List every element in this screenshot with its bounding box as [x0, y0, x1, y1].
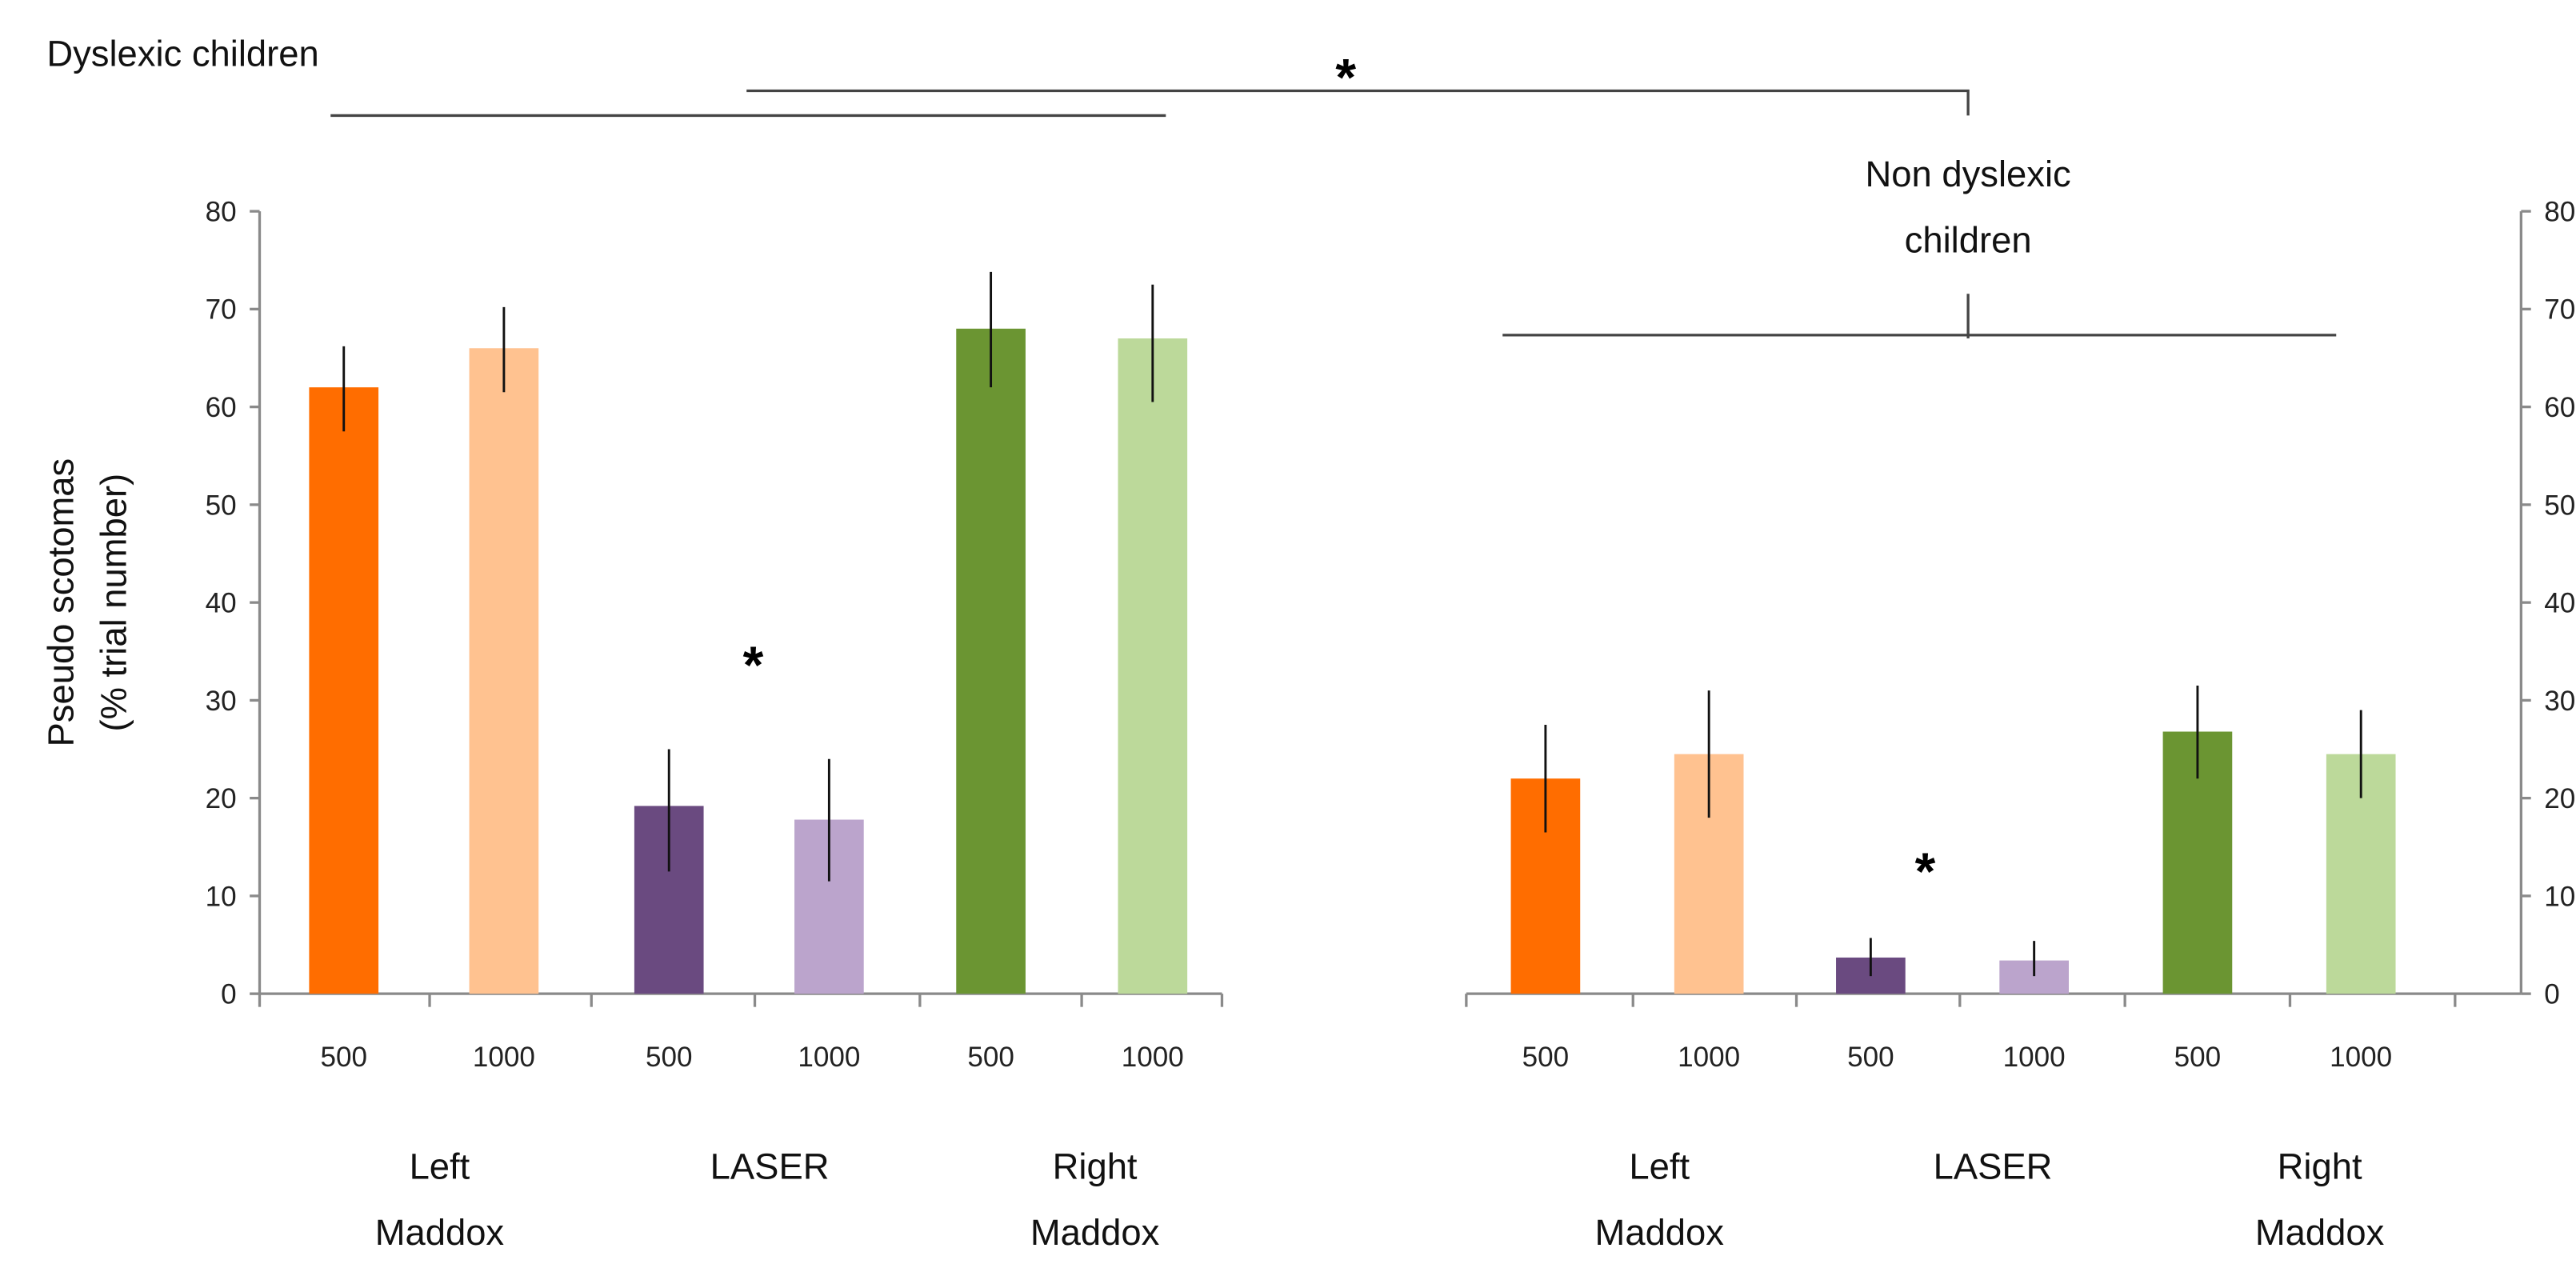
y-tick-label: 60 — [2544, 392, 2575, 423]
y-tick-label: 10 — [206, 881, 237, 912]
panel-title-non-dyslexic-line1: Non dyslexic — [1865, 154, 2070, 194]
y-axis-label-line1: Pseudo scotomas — [40, 458, 81, 747]
y-tick-label: 70 — [2544, 294, 2575, 326]
significance-marker: * — [743, 635, 764, 694]
y-tick-label: 0 — [221, 979, 237, 1010]
significance-between-groups: * — [1335, 48, 1356, 107]
y-tick-label: 60 — [206, 392, 237, 423]
y-tick-label: 10 — [2544, 881, 2575, 912]
bar — [956, 328, 1026, 994]
x-tick-label: 500 — [646, 1042, 693, 1073]
group-label: Maddox — [1595, 1212, 1725, 1253]
y-tick-label: 40 — [2544, 588, 2575, 619]
x-tick-label: 1000 — [1678, 1042, 1740, 1073]
x-tick-label: 500 — [320, 1042, 367, 1073]
group-label: Left — [1629, 1146, 1690, 1186]
bar — [1118, 338, 1188, 994]
y-tick-label: 20 — [2544, 783, 2575, 814]
group-label: Left — [410, 1146, 470, 1186]
x-tick-label: 1000 — [2330, 1042, 2392, 1073]
panel-title-non-dyslexic-line2: children — [1905, 220, 2032, 261]
group-label: Right — [2278, 1146, 2362, 1186]
y-tick-label: 80 — [2544, 196, 2575, 227]
x-tick-label: 1000 — [2003, 1042, 2066, 1073]
bar — [469, 348, 539, 994]
x-tick-label: 500 — [1847, 1042, 1894, 1073]
y-tick-label: 50 — [2544, 490, 2575, 521]
bracket-non-dyslexic — [1502, 294, 2337, 338]
y-tick-label: 80 — [206, 196, 237, 227]
y-tick-label: 40 — [206, 588, 237, 619]
x-tick-label: 1000 — [473, 1042, 535, 1073]
group-label: LASER — [710, 1146, 830, 1186]
significance-marker: * — [1915, 842, 1936, 901]
y-tick-label: 70 — [206, 294, 237, 326]
y-tick-label: 20 — [206, 783, 237, 814]
group-label: LASER — [1934, 1146, 2053, 1186]
group-label: Maddox — [375, 1212, 505, 1253]
y-tick-label: 30 — [206, 686, 237, 717]
x-tick-label: 1000 — [798, 1042, 860, 1073]
y-tick-label: 50 — [206, 490, 237, 521]
bracket-between-groups — [746, 89, 1970, 116]
y-tick-label: 30 — [2544, 686, 2575, 717]
x-tick-label: 1000 — [1122, 1042, 1184, 1073]
y-tick-label: 0 — [2544, 979, 2560, 1010]
x-tick-label: 500 — [967, 1042, 1014, 1073]
group-label: Maddox — [2255, 1212, 2385, 1253]
x-tick-label: 500 — [1522, 1042, 1570, 1073]
group-label: Maddox — [1030, 1212, 1160, 1253]
x-tick-label: 500 — [2174, 1042, 2222, 1073]
y-axis-label-line2: (% trial number) — [93, 474, 134, 732]
group-label: Right — [1053, 1146, 1138, 1186]
panel-title-dyslexic: Dyslexic children — [46, 34, 318, 74]
bar — [309, 387, 379, 994]
